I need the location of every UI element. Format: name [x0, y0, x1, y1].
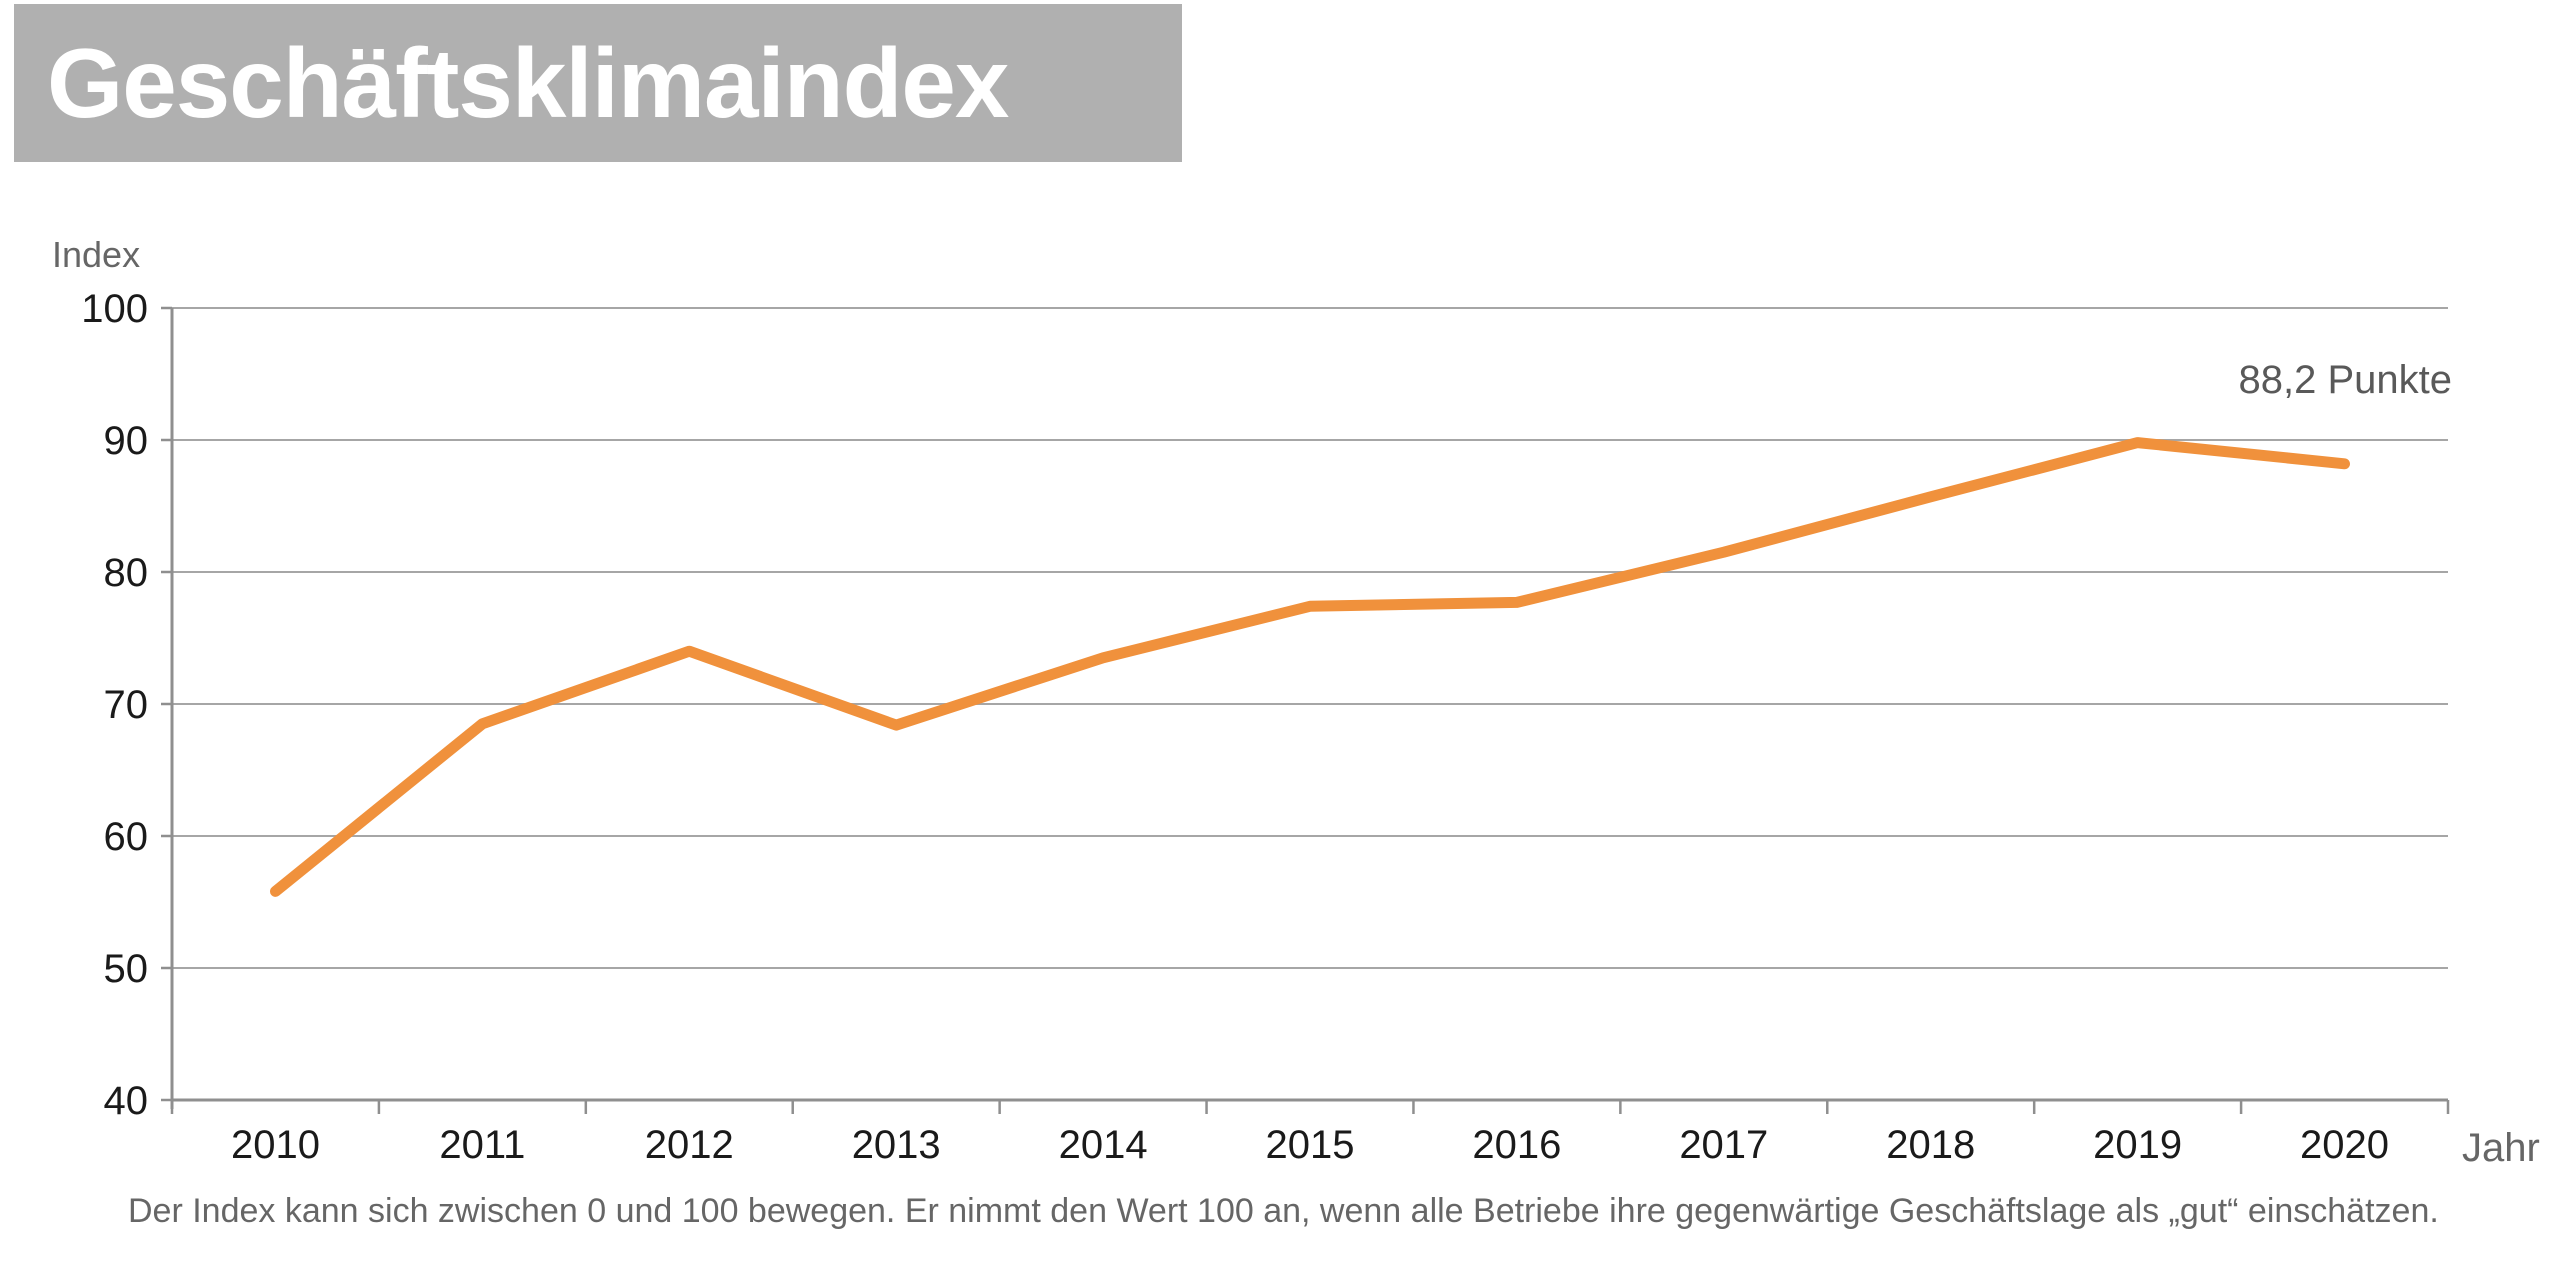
- y-tick-label: 50: [104, 947, 149, 991]
- x-tick-label: 2018: [1886, 1123, 1975, 1167]
- y-tick-label: 80: [104, 551, 149, 595]
- x-tick-label: 2013: [852, 1123, 941, 1167]
- chart-caption: Der Index kann sich zwischen 0 und 100 b…: [128, 1192, 2439, 1230]
- x-axis-title: Jahr: [2462, 1126, 2540, 1170]
- y-tick-label: 90: [104, 419, 149, 463]
- x-tick-label: 2011: [439, 1123, 525, 1167]
- x-tick-label: 2015: [1266, 1123, 1355, 1167]
- y-axis-title: Index: [52, 234, 141, 275]
- y-tick-label: 40: [104, 1079, 149, 1123]
- gridlines: [172, 307, 2448, 1101]
- chart-title-bar: Geschäftsklimaindex: [14, 4, 1182, 162]
- y-tick-label: 60: [104, 815, 149, 859]
- x-tick-labels: 2010 2011 2012 2013 2014 2015 2016 2017 2018 2019…: [231, 1123, 2389, 1167]
- last-value-annotation: 88,2 Punkte: [2238, 358, 2453, 402]
- x-tick-label: 2014: [1059, 1123, 1148, 1167]
- y-tick-label: 70: [104, 683, 149, 727]
- x-tick-label: 2020: [2300, 1123, 2389, 1167]
- y-tick-labels: 40 50 60 70 80 90 100: [81, 287, 148, 1123]
- axes: [170, 308, 2448, 1109]
- series-line: [270, 437, 2350, 897]
- axis-ticks: [161, 306, 2450, 1114]
- x-tick-label: 2019: [2093, 1123, 2182, 1167]
- x-tick-label: 2010: [231, 1123, 320, 1167]
- x-tick-label: 2016: [1472, 1123, 1561, 1167]
- y-tick-label: 100: [81, 287, 148, 331]
- chart-title: Geschäftsklimaindex: [47, 27, 1009, 138]
- x-tick-label: 2017: [1679, 1123, 1768, 1167]
- x-tick-label: 2012: [645, 1123, 734, 1167]
